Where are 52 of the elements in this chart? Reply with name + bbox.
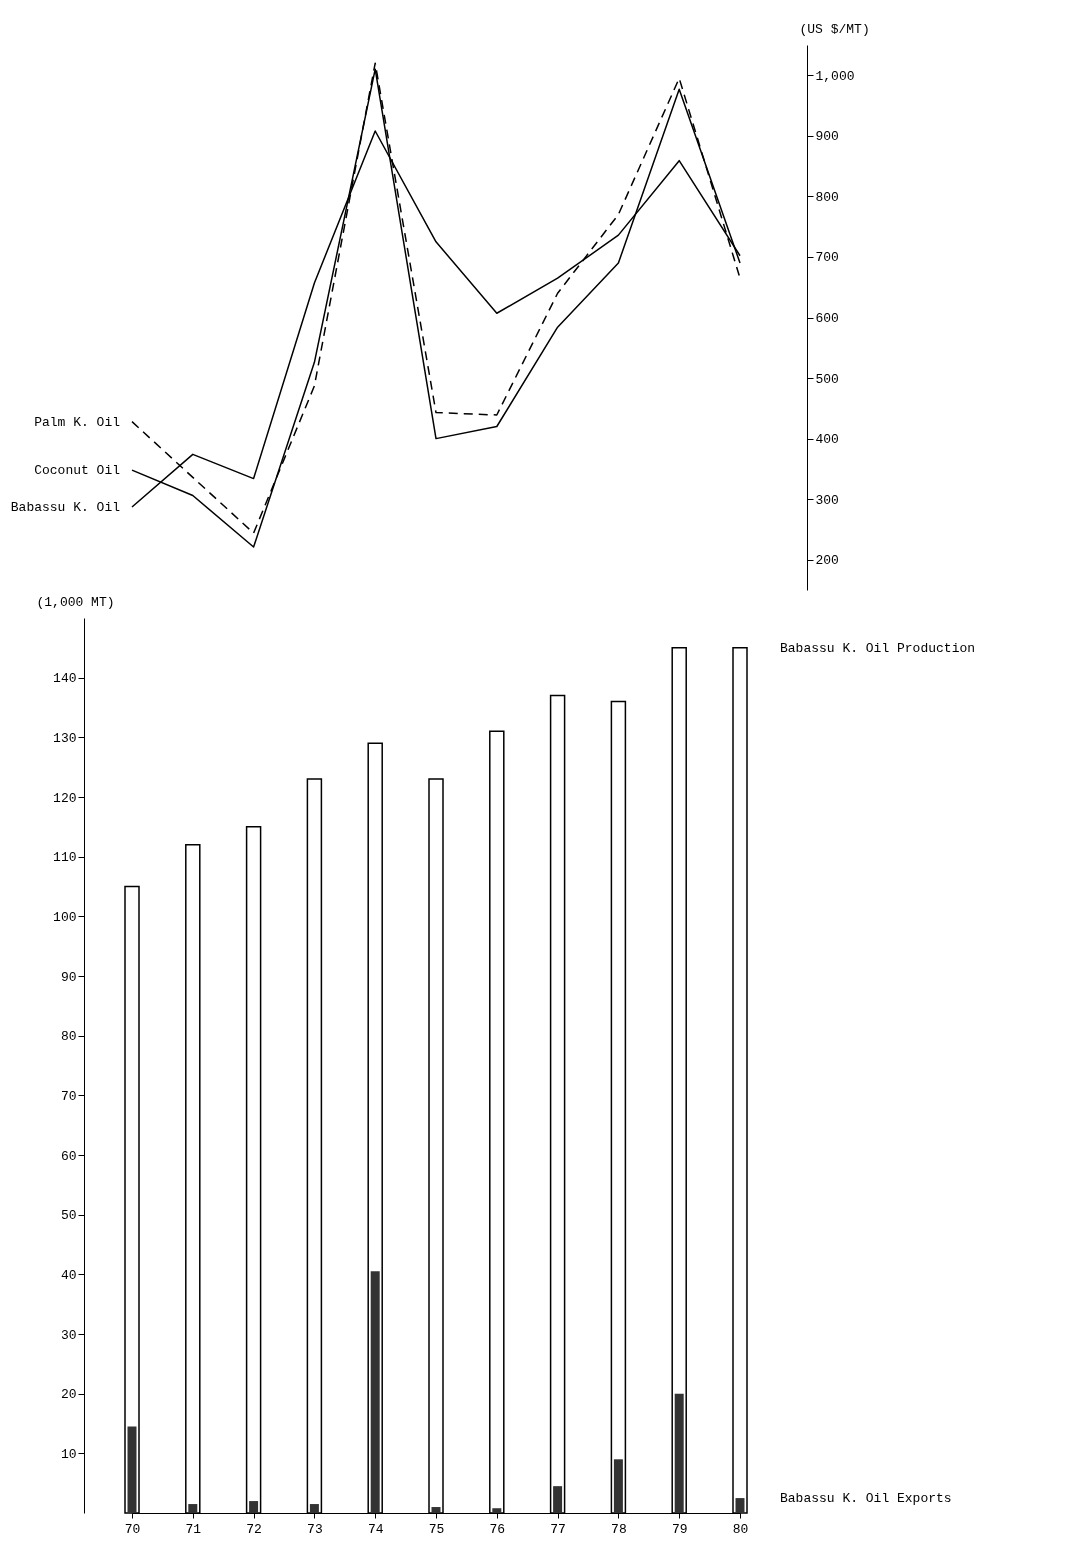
series-label: Coconut Oil <box>34 463 121 479</box>
bar <box>249 1501 259 1513</box>
y-tick-label: 90 <box>60 969 77 985</box>
y-tick-label: 60 <box>60 1148 77 1164</box>
y-tick-label: 100 <box>53 909 77 925</box>
y-tick-label: 110 <box>53 850 77 866</box>
bar <box>492 1508 502 1513</box>
y-tick-label: 120 <box>53 790 77 806</box>
x-tick-label: 74 <box>367 1521 384 1537</box>
y-axis-title: (US $/MT) <box>799 21 870 37</box>
series-label: Palm K. Oil <box>34 414 121 430</box>
y-tick-label: 400 <box>815 432 839 448</box>
text: Babassu K. Oil Production <box>780 640 976 656</box>
y-tick-label: 70 <box>60 1088 77 1104</box>
y-tick-label: 50 <box>60 1208 77 1224</box>
y-tick-label: 30 <box>60 1327 77 1343</box>
x-tick-label: 79 <box>671 1521 688 1537</box>
text: Babassu K. Oil Exports <box>780 1491 952 1507</box>
y-tick-label: 500 <box>815 371 839 387</box>
x-tick-label: 76 <box>489 1521 506 1537</box>
x-tick-label: 77 <box>550 1521 566 1537</box>
x-tick-label: 71 <box>185 1521 202 1537</box>
bar <box>613 1459 623 1513</box>
x-tick-label: 80 <box>732 1521 749 1537</box>
bar <box>674 1393 684 1513</box>
y-tick-label: 800 <box>815 189 839 205</box>
x-tick-label: 73 <box>307 1521 323 1537</box>
x-tick-label: 78 <box>611 1521 627 1537</box>
bar <box>553 1486 563 1513</box>
y-tick-label: 20 <box>60 1387 77 1403</box>
y-tick-label: 80 <box>60 1029 77 1045</box>
y-tick-label: 140 <box>53 671 77 687</box>
y-tick-label: 1,000 <box>815 68 855 84</box>
y-tick-label: 10 <box>60 1446 77 1462</box>
series-label: Babassu K. Oil <box>10 500 121 516</box>
y-tick-label: 130 <box>53 730 77 746</box>
y-tick-label: 700 <box>815 250 839 266</box>
y-tick-label: 40 <box>60 1267 77 1283</box>
x-tick-label: 72 <box>246 1521 262 1537</box>
y-tick-label: 300 <box>815 492 839 508</box>
x-tick-label: 75 <box>428 1521 445 1537</box>
bar <box>309 1504 319 1513</box>
y-tick-label: 600 <box>815 311 839 326</box>
bar <box>735 1498 745 1513</box>
bar <box>431 1507 441 1513</box>
bar <box>370 1271 380 1513</box>
x-tick-label: 70 <box>124 1521 141 1537</box>
bar <box>127 1426 137 1513</box>
y-axis-title: (1,000 MT) <box>36 594 115 610</box>
y-tick-label: 200 <box>815 553 839 569</box>
bar <box>188 1504 198 1513</box>
y-tick-label: 900 <box>815 129 839 145</box>
